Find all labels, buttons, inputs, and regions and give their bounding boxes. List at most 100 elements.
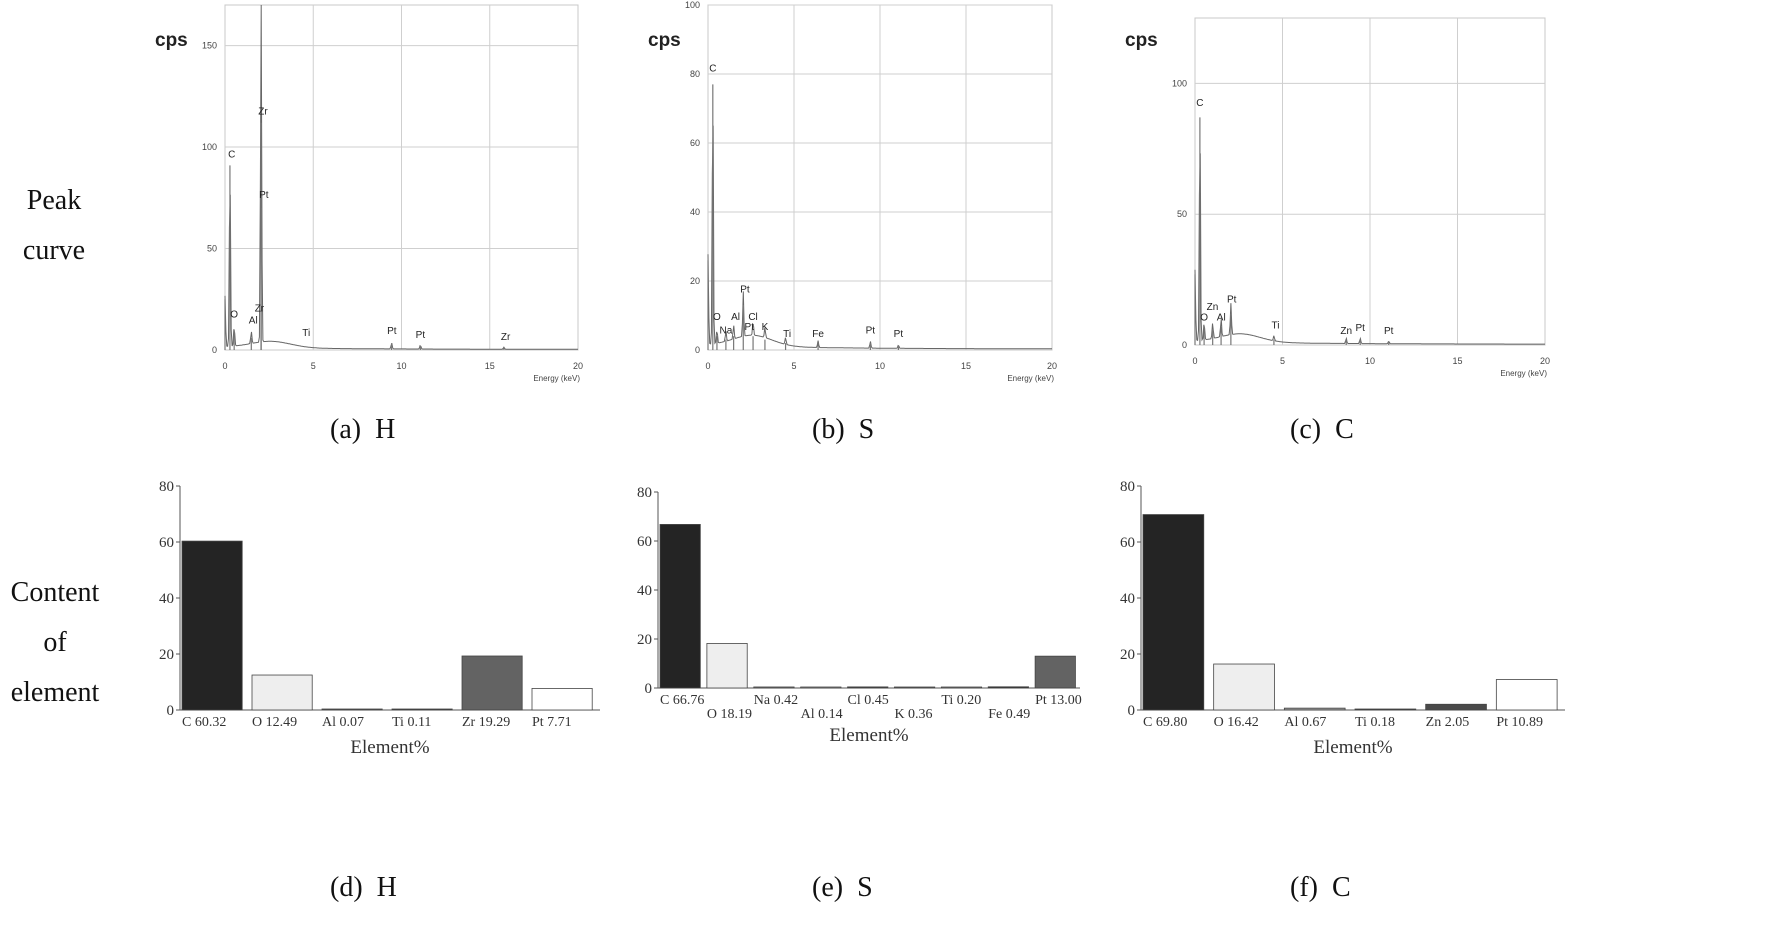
peak-label: Zn xyxy=(1207,302,1219,313)
peak-label: Pt xyxy=(387,326,397,337)
x-tick-label: 15 xyxy=(485,361,495,371)
bar xyxy=(847,686,889,689)
peak-label: Al xyxy=(249,316,258,327)
x-tick-label: 5 xyxy=(311,361,316,371)
bar-category-label: Zn 2.05 xyxy=(1426,715,1470,730)
element-bar-chart-c: 0 20 40 60 80 C 69.80 O 16.42 Al 0.67 Ti 0.18 Zn … xyxy=(1120,479,1565,758)
bar-category-label: K 0.36 xyxy=(894,707,932,722)
spectrum-chart-s: 0 20 40 60 80 100 0 5 10 15 20 cps Energy (keV) C O Na A… xyxy=(648,0,1057,383)
bar xyxy=(391,708,453,711)
bar xyxy=(461,655,523,711)
x-axis-label: Energy (keV) xyxy=(1007,374,1054,383)
bar xyxy=(1142,514,1205,711)
y-axis-label: cps xyxy=(648,30,681,51)
x-tick-label: 10 xyxy=(875,361,885,371)
bar xyxy=(1495,679,1558,711)
bar xyxy=(753,686,795,689)
caption-d: (d) H xyxy=(330,872,397,903)
x-tick-label: 5 xyxy=(1280,356,1285,366)
bar xyxy=(894,686,936,689)
x-tick-label: 0 xyxy=(1192,356,1197,366)
bar-category-label: Cl 0.45 xyxy=(848,693,889,708)
y-tick-label: 80 xyxy=(637,485,652,501)
caption-a: (a) H xyxy=(330,414,396,445)
y-tick-label: 0 xyxy=(645,681,653,697)
y-tick-label: 40 xyxy=(159,591,174,607)
y-tick-label: 60 xyxy=(1120,535,1135,551)
bar xyxy=(800,686,842,689)
y-tick-label: 0 xyxy=(167,703,175,719)
peak-label: Pt xyxy=(894,329,904,340)
caption-b: (b) S xyxy=(812,414,875,445)
bar-category-label: Pt 10.89 xyxy=(1496,715,1543,730)
y-axis-label: cps xyxy=(1125,30,1158,51)
peak-label: K xyxy=(762,322,769,333)
row-label-line: Peak xyxy=(26,185,82,216)
bar-category-label: C 66.76 xyxy=(660,693,704,708)
x-tick-label: 15 xyxy=(961,361,971,371)
y-tick-label: 80 xyxy=(1120,479,1135,495)
bar-category-label: C 60.32 xyxy=(182,715,226,730)
bar-category-label: O 16.42 xyxy=(1214,715,1259,730)
y-tick-label: 100 xyxy=(1172,78,1187,88)
bar xyxy=(940,686,983,689)
bar-category-label: Na 0.42 xyxy=(754,693,798,708)
bar xyxy=(181,540,243,711)
x-tick-label: 0 xyxy=(222,361,227,371)
peak-label: Pt xyxy=(259,190,269,201)
y-tick-label: 20 xyxy=(1120,647,1135,663)
peak-label: Fe xyxy=(812,329,824,340)
spectrum-line xyxy=(707,125,1052,350)
bar-category-label: O 18.19 xyxy=(707,707,752,722)
x-tick-label: 20 xyxy=(573,361,583,371)
peak-label: Ti xyxy=(302,328,310,339)
spectrum-line xyxy=(224,4,578,350)
x-axis-label: Energy (keV) xyxy=(533,374,580,383)
y-tick-label: 100 xyxy=(202,142,217,152)
y-tick-label: 40 xyxy=(1120,591,1135,607)
row-label-line: Content xyxy=(10,577,100,608)
peak-label: Al xyxy=(731,312,740,323)
peak-label: Ti xyxy=(783,329,791,340)
y-tick-label: 60 xyxy=(637,534,652,550)
row-label-line: of xyxy=(43,626,67,658)
y-tick-label: 0 xyxy=(212,345,217,355)
peak-label: Pt xyxy=(740,284,750,295)
peak-label: Ti xyxy=(1272,321,1280,332)
bar xyxy=(531,688,593,711)
y-tick-label: 40 xyxy=(690,207,700,217)
y-tick-label: 60 xyxy=(690,138,700,148)
row-label-line: element xyxy=(10,676,100,708)
y-tick-label: 60 xyxy=(159,535,174,551)
bar-category-label: Ti 0.20 xyxy=(941,693,981,708)
bar-category-label: Al 0.67 xyxy=(1284,715,1326,730)
bar-category-label: Ti 0.18 xyxy=(1355,715,1395,730)
x-axis-label: Element% xyxy=(829,725,908,746)
bar xyxy=(659,524,701,689)
element-bar-chart-h: 0 20 40 60 80 C 60.32 O 12.49 Al 0.07 Ti 0.11 Zr … xyxy=(159,479,600,758)
y-tick-label: 80 xyxy=(159,479,174,495)
bar-category-label: O 12.49 xyxy=(252,715,297,730)
peak-label: Pt xyxy=(866,326,876,337)
peak-label: Pt xyxy=(416,330,426,341)
row-label-line: curve xyxy=(22,234,86,266)
bar xyxy=(1213,663,1275,711)
caption-e: (e) S xyxy=(812,872,873,903)
spectrum-line xyxy=(1194,153,1545,345)
bar-category-label: Al 0.07 xyxy=(322,715,364,730)
bar-category-label: Pt 13.00 xyxy=(1035,693,1082,708)
x-axis-label: Element% xyxy=(350,737,429,758)
y-tick-label: 0 xyxy=(1182,340,1187,350)
row-label-peak-curve: Peak curve xyxy=(0,176,108,276)
bar-category-label: Ti 0.11 xyxy=(392,715,431,730)
bar xyxy=(321,708,383,711)
peak-label: O xyxy=(230,310,238,321)
peak-label: O xyxy=(1200,313,1208,324)
x-axis-label: Element% xyxy=(1313,737,1392,758)
y-tick-label: 20 xyxy=(159,647,174,663)
y-tick-label: 50 xyxy=(207,244,217,254)
peak-label: Zr xyxy=(501,332,511,343)
bar-category-label: C 69.80 xyxy=(1143,715,1187,730)
